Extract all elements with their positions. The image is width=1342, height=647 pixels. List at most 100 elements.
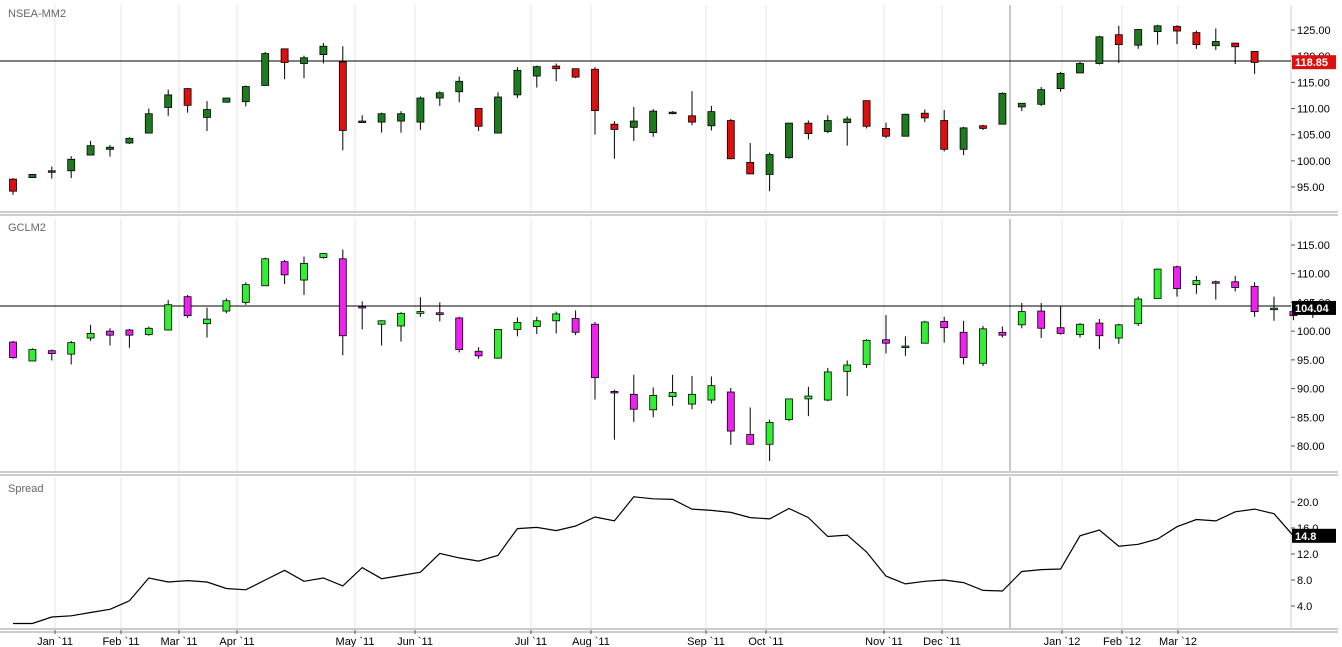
candle-body-down <box>726 391 735 432</box>
candle <box>144 326 153 336</box>
candle <box>823 367 832 402</box>
candle <box>28 348 37 362</box>
candle <box>1173 25 1181 45</box>
x-tick-label: May `11 <box>336 636 375 647</box>
candle <box>998 326 1007 338</box>
candle-body-up <box>707 111 716 127</box>
candle <box>610 121 619 159</box>
candle-body-up <box>47 170 56 173</box>
candle <box>532 65 541 88</box>
x-tick-label: Sep `11 <box>687 636 725 647</box>
candle-body-down <box>1037 310 1046 329</box>
y-tick-label: 105.00 <box>1297 130 1331 142</box>
candle-body-up <box>785 398 793 420</box>
candle-body-up <box>1134 298 1143 325</box>
candle-body-up <box>532 66 541 77</box>
candle-body-up <box>261 53 270 86</box>
candle-body-up <box>86 333 95 339</box>
x-tick-label: Mar `12 <box>1159 636 1197 647</box>
candle <box>1114 323 1123 344</box>
candle <box>261 51 270 86</box>
candle-body-down <box>629 393 638 410</box>
candle <box>1192 276 1201 294</box>
candle <box>920 320 929 344</box>
spread-pane: Spread 4.08.012.016.020.014.8 <box>0 477 1338 633</box>
candle <box>552 63 561 82</box>
candle <box>164 89 173 116</box>
candle <box>571 68 580 79</box>
x-tick-label: Apr `11 <box>219 636 254 647</box>
candle-body-down <box>106 330 114 336</box>
y-tick-label: 100.00 <box>1297 156 1331 168</box>
y-tick-label: 85.00 <box>1297 412 1325 424</box>
candle <box>1192 30 1201 49</box>
candle-body-up <box>28 349 37 362</box>
candle <box>940 316 949 343</box>
x-tick-label: Nov `11 <box>865 636 903 647</box>
candle <box>1017 303 1026 329</box>
candle <box>629 374 638 422</box>
candle-body-up <box>203 109 211 118</box>
candle <box>1211 280 1220 300</box>
candle <box>435 91 444 106</box>
price-pane-gclm: GCLM2 80.0085.0090.0095.00100.00105.0011… <box>0 219 1338 476</box>
candle <box>1270 296 1278 321</box>
candle <box>649 387 658 418</box>
spread-line <box>13 496 1294 625</box>
candle <box>319 43 328 64</box>
candle-body-up <box>1076 63 1084 74</box>
candle-body-up <box>513 69 522 96</box>
candle <box>1250 282 1259 317</box>
last-value-label: 118.85 <box>1295 57 1328 69</box>
pane-frame <box>0 5 1338 216</box>
candle-body-down <box>804 122 813 135</box>
candle <box>532 316 541 335</box>
candle-body-up <box>707 385 716 401</box>
candle-body-up <box>979 328 987 364</box>
candle-body-down <box>959 331 968 358</box>
candle <box>377 112 386 133</box>
candle <box>1095 319 1104 349</box>
candle-body-down <box>998 331 1007 336</box>
candle <box>649 109 658 137</box>
candle-body-down <box>1231 281 1240 288</box>
candle <box>765 152 774 192</box>
candle-body-up <box>765 422 774 445</box>
candle-body-down <box>726 120 735 160</box>
candle <box>901 113 910 137</box>
candle <box>1056 71 1065 92</box>
candle-body-up <box>377 113 386 123</box>
candle <box>610 389 619 440</box>
candle-body-up <box>688 393 696 405</box>
y-tick-label: 100.00 <box>1297 326 1331 338</box>
candle-body-up <box>241 284 250 303</box>
candle <box>998 92 1007 125</box>
candle <box>1095 35 1104 65</box>
candle-body-up <box>261 258 270 287</box>
price-pane-nsea: NSEA-MM2 95.00 100.00 105.00 110.00 115.00 12… <box>0 5 1338 216</box>
candle-body-up <box>222 300 231 312</box>
candle-body-up <box>901 345 910 348</box>
candle <box>47 166 56 179</box>
candle <box>1114 25 1123 63</box>
last-value-label: 104.04 <box>1295 303 1330 315</box>
last-value-tag <box>1292 300 1336 315</box>
candle-body-up <box>804 395 813 400</box>
candle-body-up <box>1017 311 1026 326</box>
pane-title-nsea: NSEA-MM2 <box>8 8 66 20</box>
candle <box>338 249 347 356</box>
candle <box>765 419 774 461</box>
candle-body-down <box>1211 281 1220 284</box>
candle <box>377 320 386 346</box>
x-tick-label: Feb `12 <box>1103 636 1141 647</box>
candle <box>707 105 716 131</box>
x-tick-label: Feb `11 <box>102 636 139 647</box>
candle <box>300 256 308 295</box>
candle-body-up <box>125 137 134 144</box>
candle <box>862 339 871 368</box>
candle-body-down <box>183 296 192 317</box>
candle-body-down <box>1231 42 1240 48</box>
candle-body-up <box>358 120 367 123</box>
candle <box>1211 28 1220 50</box>
candle <box>164 300 173 331</box>
